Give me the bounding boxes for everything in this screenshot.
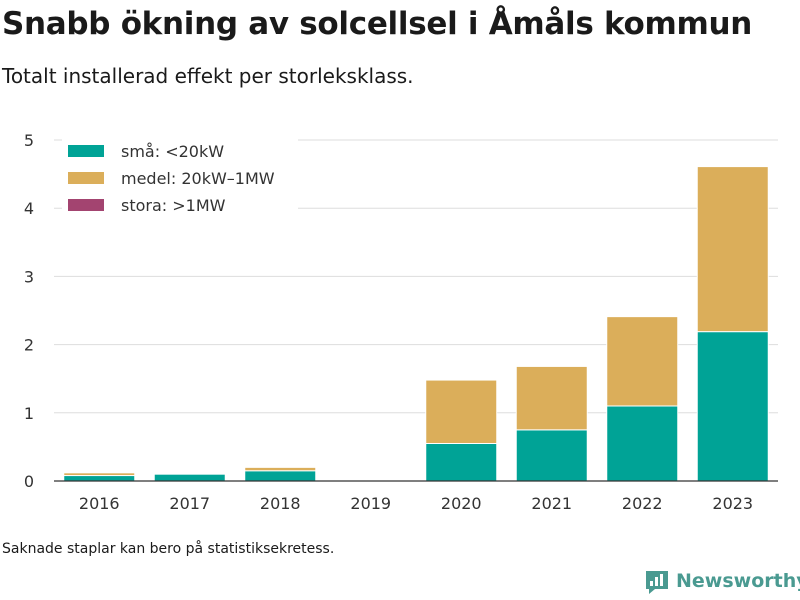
legend-swatch	[68, 199, 104, 211]
legend-label: små: <20kW	[121, 142, 224, 161]
x-tick-label: 2021	[531, 494, 572, 513]
bar-segment	[515, 365, 588, 431]
x-tick-label: 2017	[169, 494, 210, 513]
x-tick-label: 2022	[622, 494, 663, 513]
bar-segment	[425, 379, 498, 444]
bar-segment	[244, 470, 317, 482]
bar-segment	[606, 316, 679, 407]
chart-subtitle: Totalt installerad effekt per storlekskl…	[2, 64, 414, 88]
y-tick-label: 5	[24, 131, 34, 150]
x-tick-label: 2016	[79, 494, 120, 513]
x-tick-label: 2019	[350, 494, 391, 513]
y-tick-label: 3	[24, 267, 34, 286]
y-tick-label: 2	[24, 336, 34, 355]
brand-logo: Newsworthy	[644, 568, 800, 594]
legend-swatch	[68, 145, 104, 157]
bar-segment	[515, 429, 588, 482]
bar-segment	[63, 472, 136, 477]
x-tick-label: 2018	[260, 494, 301, 513]
brand-name: Newsworthy	[676, 570, 800, 592]
legend-label: stora: >1MW	[121, 196, 226, 215]
y-tick-label: 4	[24, 199, 34, 218]
y-tick-label: 1	[24, 404, 34, 423]
bar-segment	[244, 466, 317, 472]
footnote: Saknade staplar kan bero på statistiksek…	[2, 541, 335, 557]
newsworthy-logo-icon	[646, 571, 668, 594]
bar-segment	[696, 331, 769, 482]
legend-swatch	[68, 172, 104, 184]
x-tick-label: 2023	[712, 494, 753, 513]
bar-segment	[696, 166, 769, 333]
x-tick-label: 2020	[441, 494, 482, 513]
bar-segment	[153, 473, 226, 482]
bar-segment	[63, 475, 136, 482]
legend-label: medel: 20kW–1MW	[121, 169, 275, 188]
chart-title: Snabb ökning av solcellsel i Åmåls kommu…	[2, 6, 753, 42]
y-tick-label: 0	[24, 472, 34, 491]
bar-segment	[606, 405, 679, 482]
bar-segment	[425, 442, 498, 482]
